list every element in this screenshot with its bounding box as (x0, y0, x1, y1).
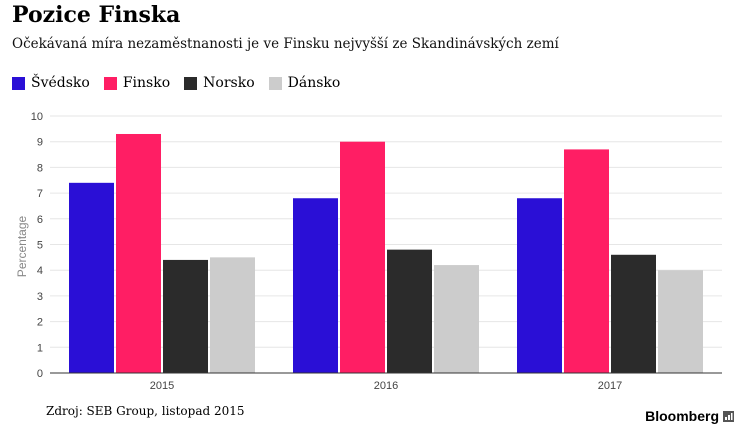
y-tick-label: 7 (37, 188, 43, 200)
legend-item-finsko: Finsko (103, 75, 171, 91)
source-note: Zdroj: SEB Group, listopad 2015 (46, 404, 245, 418)
y-tick-label: 9 (37, 137, 43, 149)
legend-swatch (12, 76, 25, 90)
bar (163, 259, 208, 373)
bar (340, 141, 385, 373)
bar (387, 249, 432, 373)
bar (658, 270, 703, 373)
legend-swatch (103, 76, 117, 90)
bar (611, 254, 656, 373)
legend-label: Dánsko (287, 75, 341, 91)
y-tick-label: 10 (31, 111, 43, 123)
bar (293, 198, 338, 373)
chart-subtitle: Očekávaná míra nezaměstnanosti je ve Fin… (12, 36, 559, 52)
y-tick-label: 8 (37, 162, 43, 174)
bloomberg-logo: Bloomberg (645, 408, 734, 424)
y-tick-label: 4 (37, 265, 43, 277)
legend-item-norsko: Norsko (184, 75, 255, 91)
brand-name: Bloomberg (645, 408, 719, 424)
legend: Švédsko Finsko Norsko Dánsko (12, 72, 354, 94)
legend-label: Švédsko (31, 75, 90, 91)
y-tick-label: 2 (37, 317, 43, 329)
legend-label: Norsko (203, 75, 255, 91)
bar (116, 133, 161, 373)
bar (564, 149, 609, 373)
bar (517, 198, 562, 373)
legend-swatch (184, 76, 198, 90)
x-tick-label: 2015 (150, 380, 174, 392)
bloomberg-chart-icon (723, 410, 734, 422)
legend-item-dansko: Dánsko (268, 75, 341, 91)
bar (69, 182, 114, 373)
bar-chart: 0 1 2 3 4 5 6 7 8 9 10 Percentage 2015 2016 2017 (15, 111, 722, 392)
legend-swatch (268, 76, 282, 90)
y-tick-label: 0 (37, 368, 43, 380)
y-axis-label: Percentage (15, 215, 29, 277)
y-tick-label: 6 (37, 214, 43, 226)
y-tick-label: 3 (37, 291, 43, 303)
y-tick-label: 1 (37, 342, 43, 354)
chart-title: Pozice Finska (12, 2, 181, 28)
legend-label: Finsko (122, 75, 171, 91)
y-tick-label: 5 (37, 240, 43, 252)
x-tick-label: 2017 (598, 380, 622, 392)
x-tick-label: 2016 (374, 380, 398, 392)
bar (434, 265, 479, 373)
bar (210, 257, 255, 373)
legend-item-svedsko: Švédsko (12, 75, 90, 91)
